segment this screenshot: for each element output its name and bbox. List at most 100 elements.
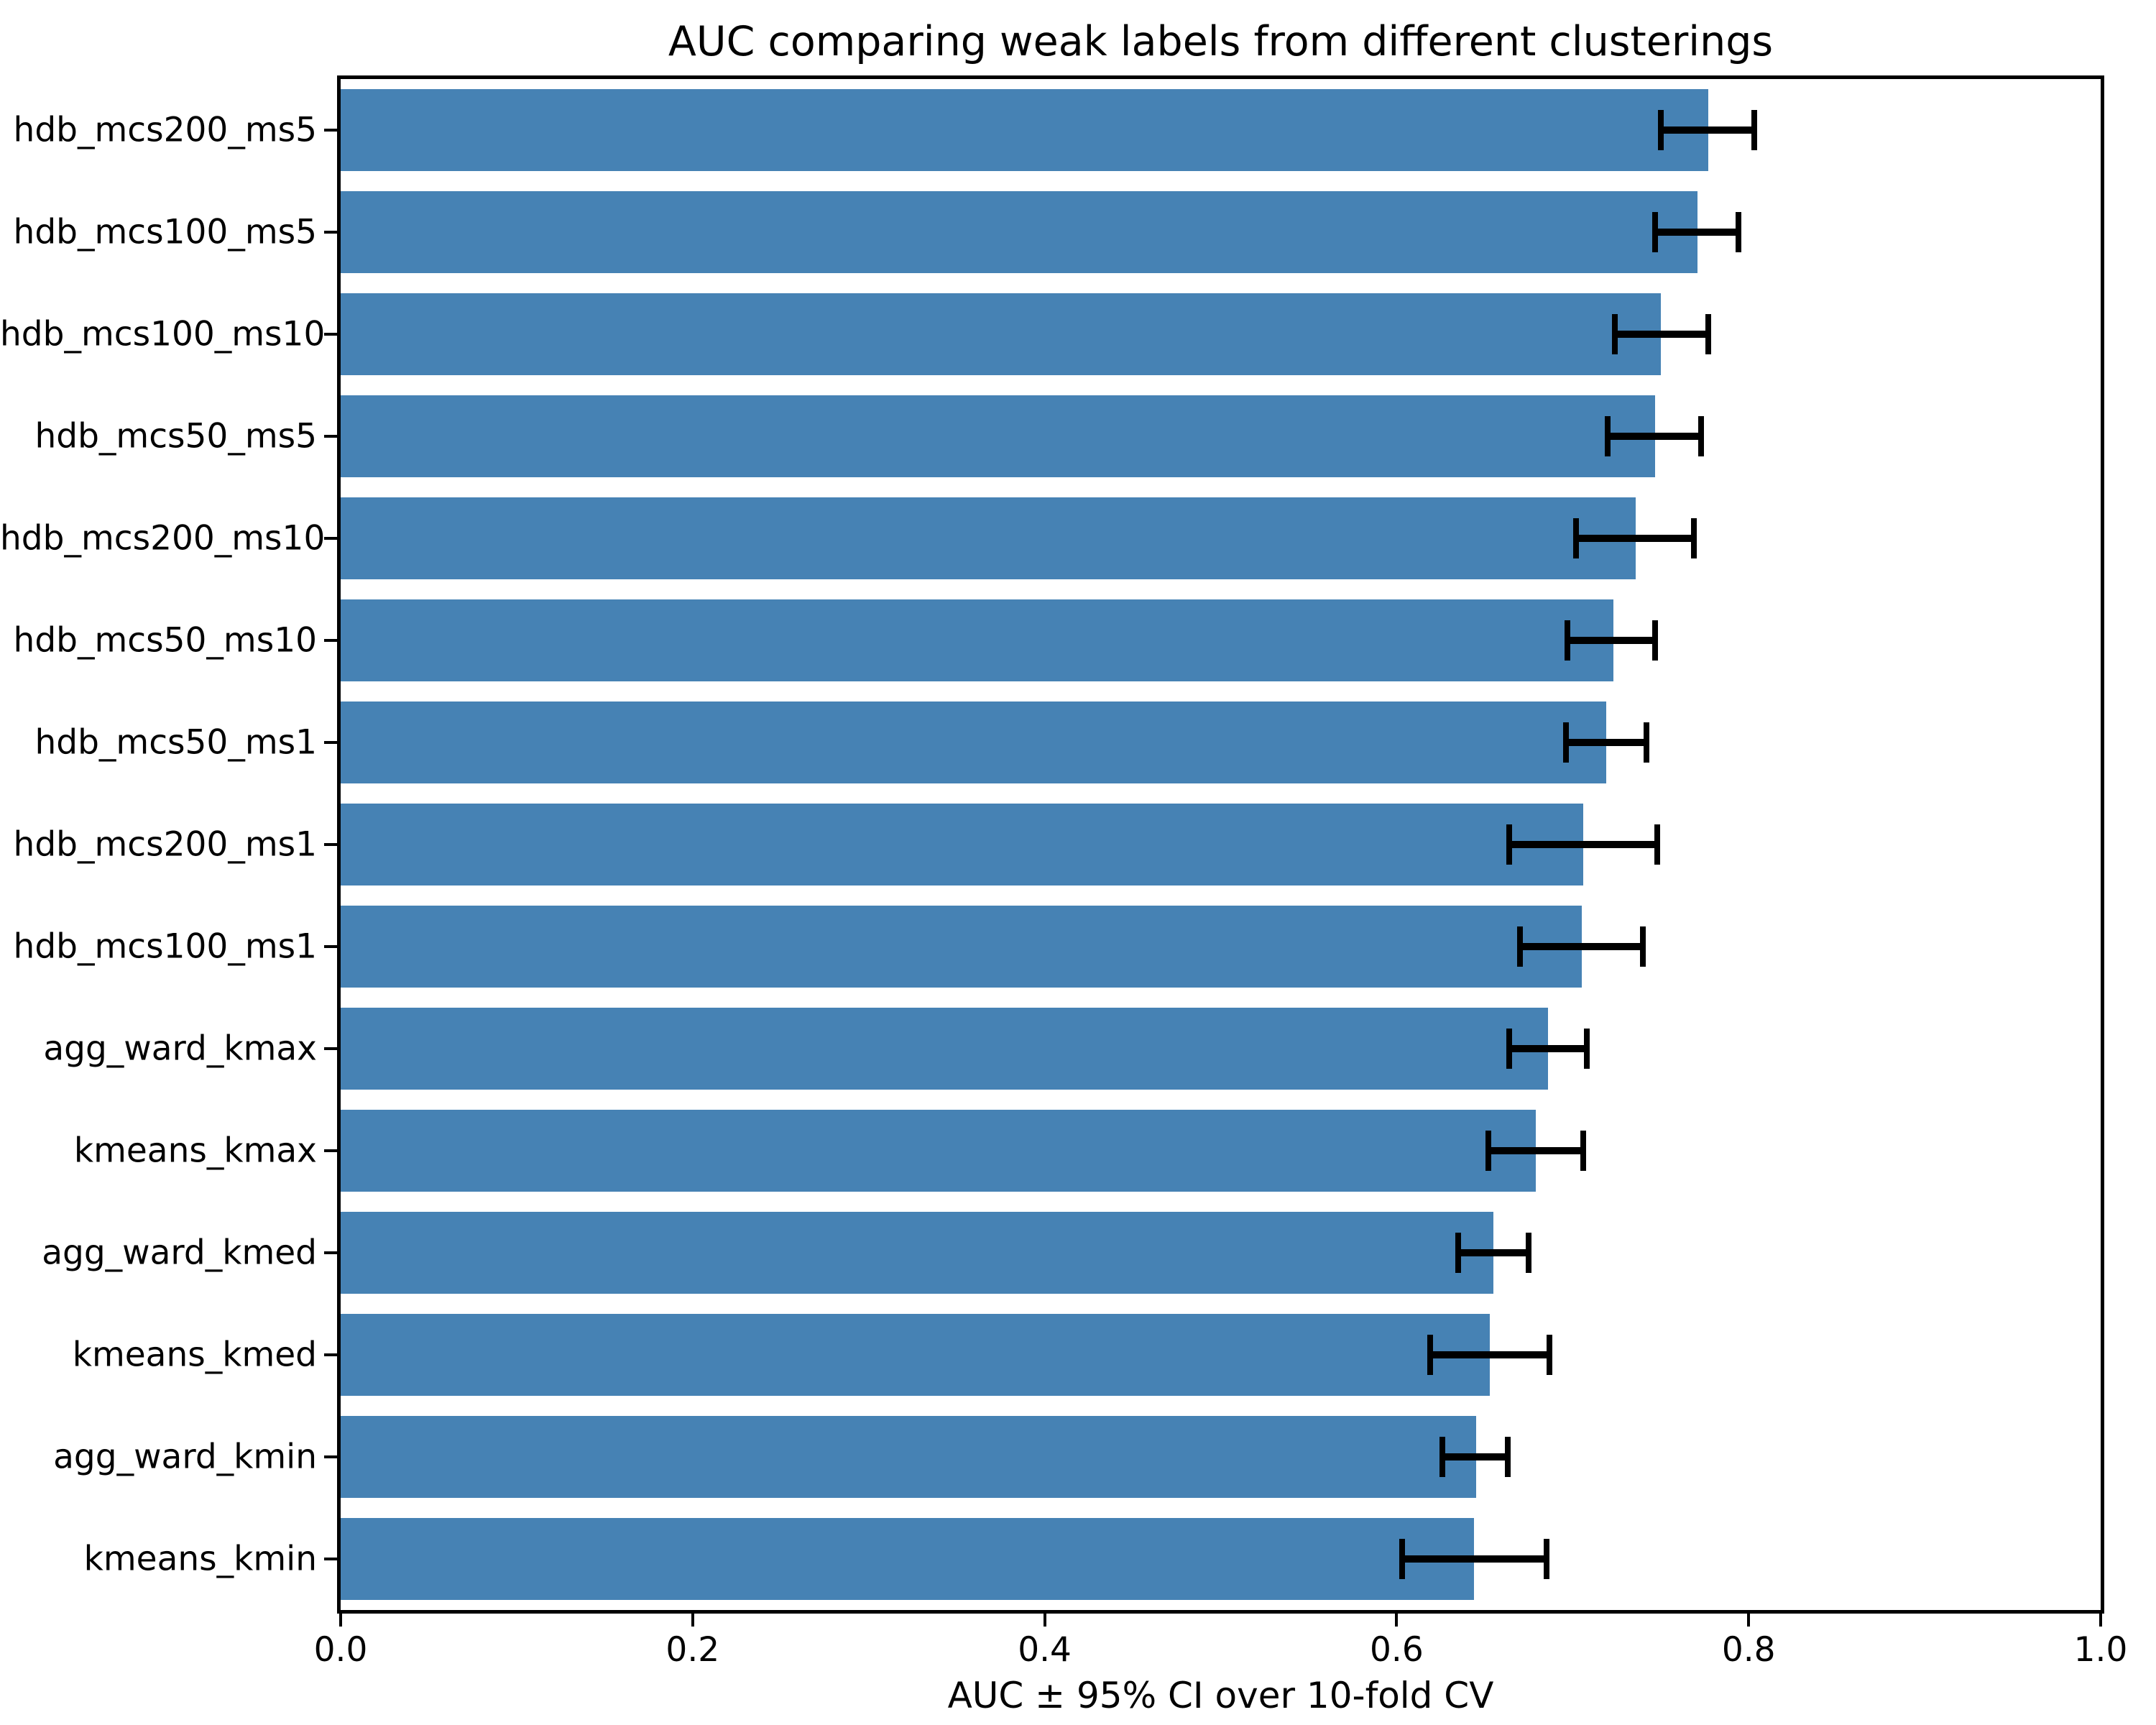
x-tick [1747, 1614, 1751, 1627]
error-bar-cap [1735, 212, 1741, 252]
bar [341, 702, 1606, 783]
y-tick-label: hdb_mcs200_ms5 [13, 110, 317, 150]
x-tick-label: 0.6 [1370, 1630, 1424, 1670]
y-tick [324, 1558, 337, 1560]
error-bar [1519, 943, 1644, 950]
y-tick-label: hdb_mcs50_ms5 [34, 416, 317, 456]
y-tick-label: kmeans_kmed [72, 1335, 317, 1375]
y-tick-label: hdb_mcs100_ms10 [0, 314, 326, 354]
y-tick-label: agg_ward_kmed [42, 1233, 317, 1273]
error-bar [1567, 637, 1656, 644]
y-tick [324, 333, 337, 336]
chart-title: AUC comparing weak labels from different… [668, 18, 1774, 65]
y-tick [324, 1455, 337, 1458]
error-bar [1565, 739, 1647, 746]
y-tick-label: hdb_mcs50_ms1 [34, 722, 317, 763]
bar [341, 804, 1583, 886]
y-tick [324, 1149, 337, 1152]
y-tick [324, 1251, 337, 1254]
bar [341, 1314, 1491, 1396]
error-bar-cap [1644, 722, 1650, 763]
error-bar-cap [1562, 722, 1569, 763]
error-bar [1615, 331, 1708, 338]
error-bar-cap [1612, 314, 1618, 354]
x-tick-label: 0.4 [1018, 1630, 1072, 1670]
error-bar [1488, 1147, 1583, 1154]
bar [341, 1212, 1494, 1294]
error-bar [1401, 1555, 1547, 1563]
error-bar-cap [1485, 1131, 1491, 1171]
y-tick [324, 1047, 337, 1050]
error-bar-cap [1698, 416, 1705, 456]
y-tick-label: hdb_mcs200_ms10 [0, 518, 326, 558]
plot-area [337, 75, 2104, 1614]
bar [341, 1008, 1548, 1090]
bar [341, 395, 1656, 477]
x-tick [339, 1614, 342, 1627]
bar [341, 89, 1708, 171]
x-axis-label: AUC ± 95% CI over 10-fold CV [947, 1675, 1494, 1716]
error-bar [1608, 433, 1702, 440]
error-bar-cap [1705, 314, 1711, 354]
bar [341, 191, 1698, 273]
error-bar-cap [1399, 1539, 1405, 1579]
error-bar-cap [1657, 110, 1664, 150]
error-bar-cap [1526, 1233, 1532, 1273]
y-tick [324, 435, 337, 438]
error-bar-cap [1455, 1233, 1462, 1273]
error-bar-cap [1504, 1437, 1511, 1477]
error-bar [1509, 841, 1657, 848]
error-bar-cap [1573, 518, 1580, 558]
error-bar-cap [1506, 824, 1513, 865]
x-tick [1043, 1614, 1046, 1627]
y-tick [324, 945, 337, 948]
error-bar-cap [1564, 620, 1570, 661]
error-bar-cap [1751, 110, 1757, 150]
x-tick-label: 0.0 [313, 1630, 368, 1670]
bar [341, 1416, 1476, 1498]
error-bar-cap [1439, 1437, 1446, 1477]
x-tick-label: 0.8 [1721, 1630, 1776, 1670]
y-tick [324, 129, 337, 132]
error-bar-cap [1516, 926, 1523, 967]
bar [341, 906, 1582, 988]
y-tick-label: hdb_mcs100_ms5 [13, 212, 317, 252]
error-bar [1442, 1453, 1508, 1460]
error-bar [1458, 1249, 1529, 1256]
x-tick-label: 0.2 [665, 1630, 720, 1670]
error-bar-cap [1506, 1029, 1513, 1069]
bar [341, 599, 1613, 681]
y-tick [324, 639, 337, 642]
y-tick [324, 741, 337, 744]
y-tick-label: agg_ward_kmin [53, 1437, 317, 1477]
y-tick [324, 231, 337, 234]
error-bar [1655, 229, 1738, 236]
error-bar [1429, 1351, 1550, 1358]
y-tick-label: kmeans_kmax [73, 1131, 317, 1171]
error-bar-cap [1654, 824, 1660, 865]
error-bar [1576, 535, 1695, 542]
error-bar-cap [1652, 620, 1659, 661]
bar [341, 1518, 1475, 1600]
error-bar-cap [1691, 518, 1697, 558]
bar [341, 293, 1661, 375]
error-bar-cap [1640, 926, 1646, 967]
error-bar-cap [1427, 1335, 1433, 1375]
x-tick [691, 1614, 694, 1627]
x-tick [2099, 1614, 2102, 1627]
y-tick [324, 537, 337, 540]
error-bar-cap [1580, 1131, 1586, 1171]
error-bar [1660, 126, 1754, 134]
error-bar-cap [1605, 416, 1611, 456]
y-tick-label: hdb_mcs200_ms1 [13, 824, 317, 865]
error-bar [1509, 1045, 1587, 1052]
y-tick-label: hdb_mcs50_ms10 [13, 620, 317, 661]
error-bar-cap [1547, 1335, 1553, 1375]
error-bar-cap [1652, 212, 1659, 252]
bar [341, 497, 1636, 579]
y-tick-label: hdb_mcs100_ms1 [13, 926, 317, 967]
y-tick-label: agg_ward_kmax [43, 1029, 317, 1069]
x-tick-label: 1.0 [2073, 1630, 2128, 1670]
y-tick [324, 843, 337, 846]
